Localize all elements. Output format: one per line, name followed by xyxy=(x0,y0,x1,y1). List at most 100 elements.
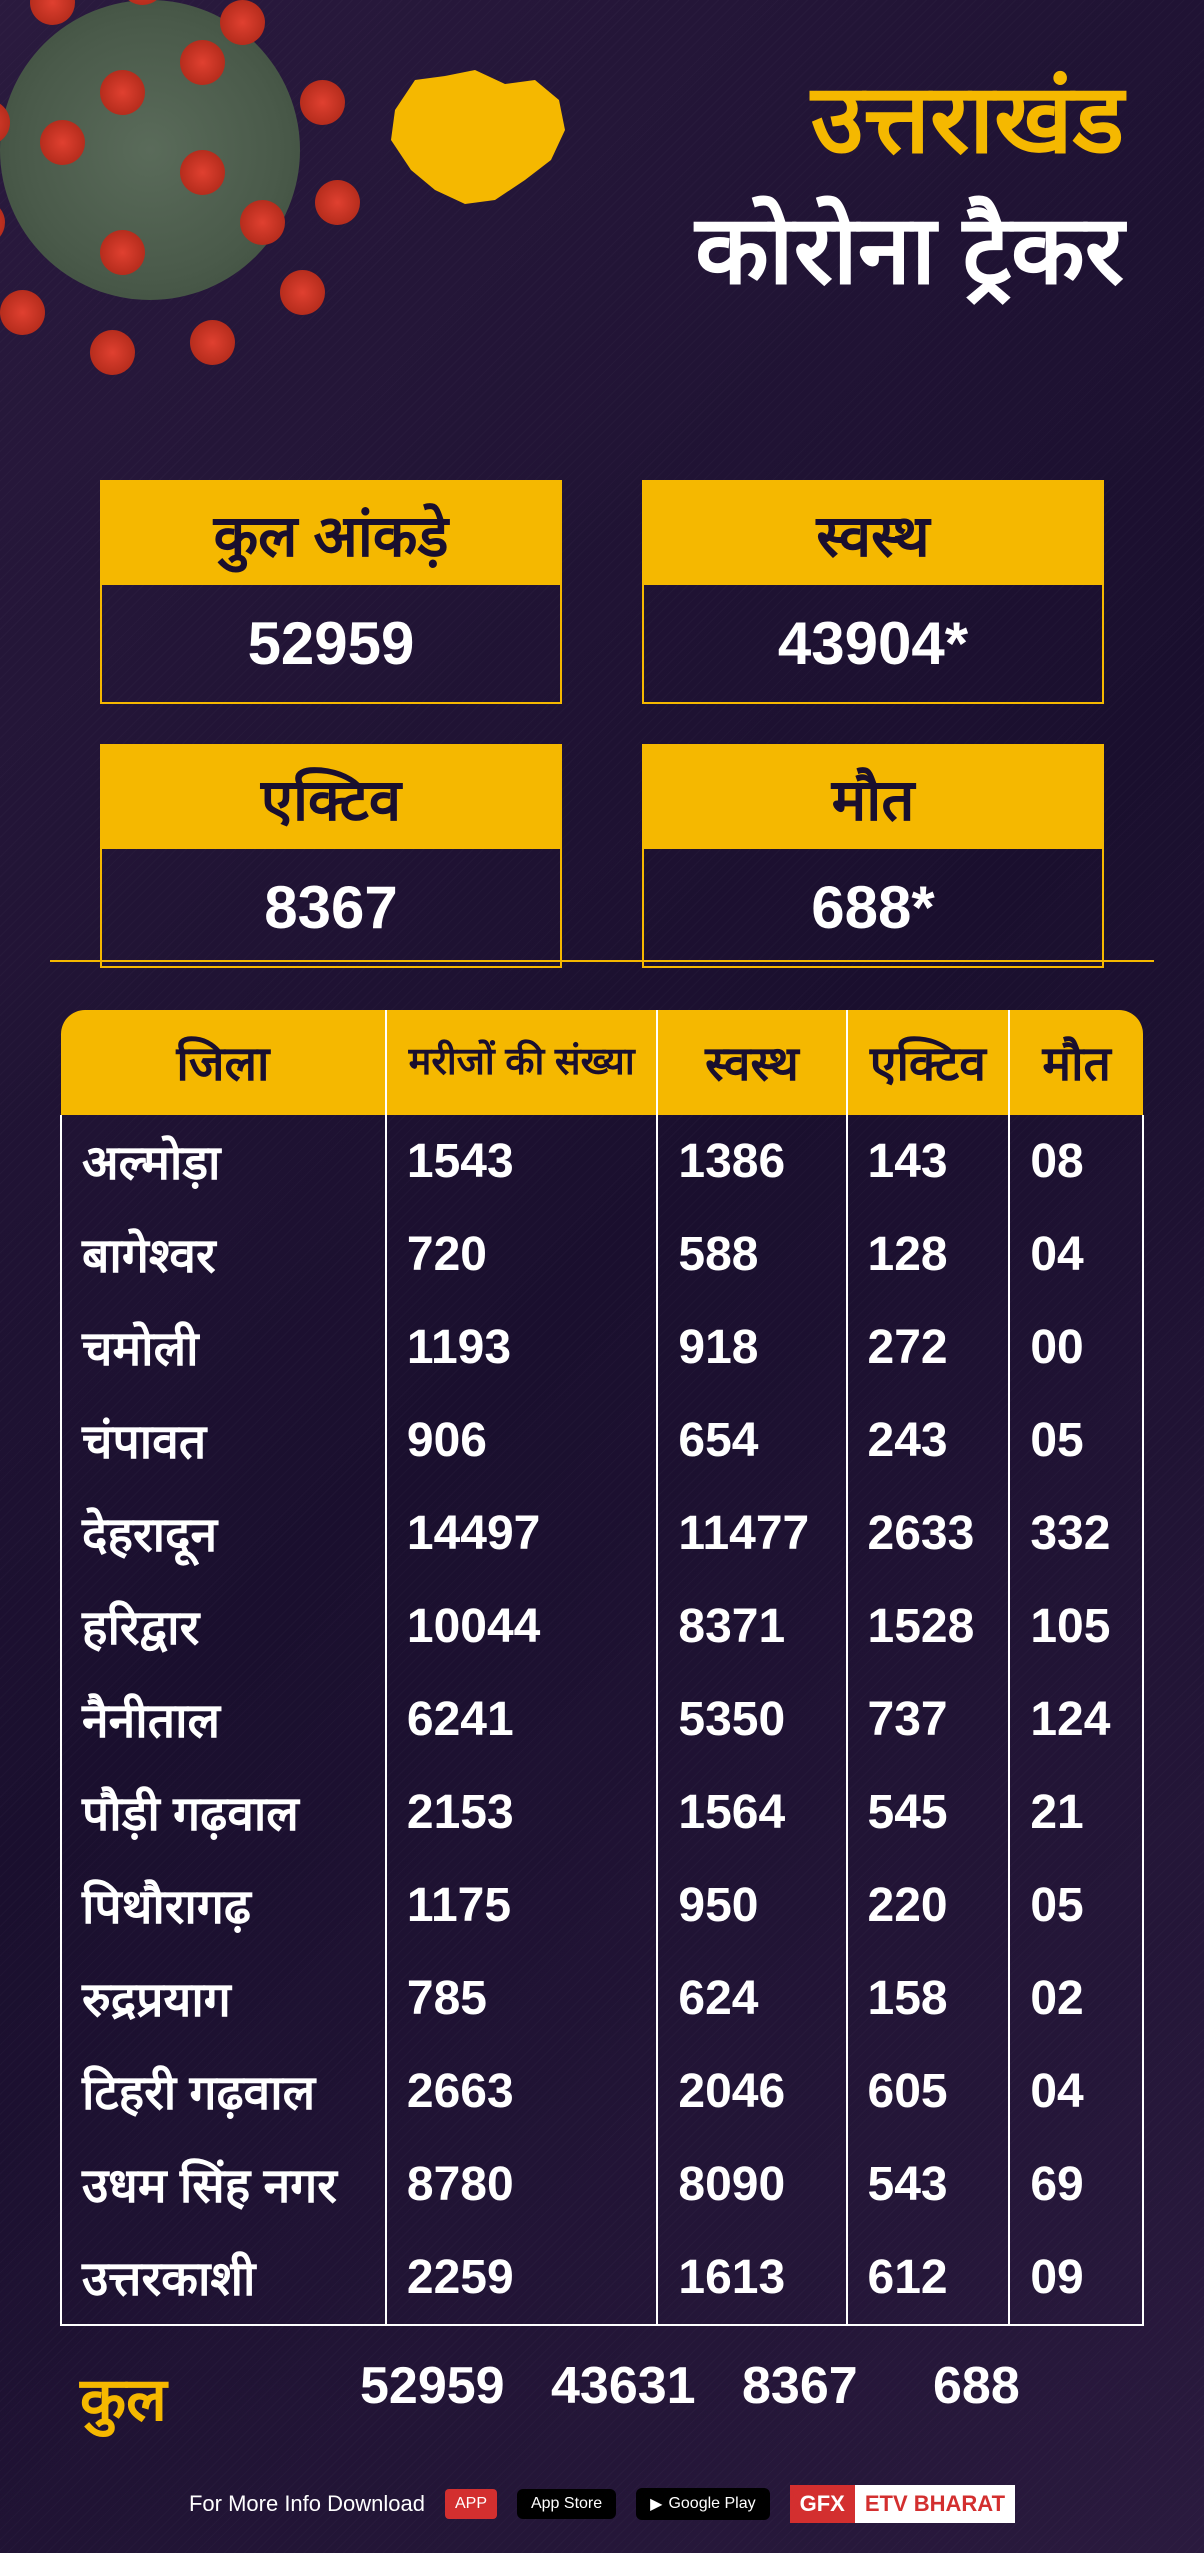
googleplay-badge[interactable]: ▶ Google Play xyxy=(636,2488,769,2520)
district-name: पौड़ी गढ़वाल xyxy=(61,1766,386,1859)
district-name: उत्तरकाशी xyxy=(61,2231,386,2325)
stat-label: कुल आंकड़े xyxy=(102,482,560,585)
district-name: हरिद्वार xyxy=(61,1580,386,1673)
district-name: चमोली xyxy=(61,1301,386,1394)
table-cell: 143 xyxy=(847,1115,1010,1208)
stat-box: एक्टिव8367 xyxy=(100,744,562,968)
totals-label: कुल xyxy=(80,2356,360,2438)
table-cell: 09 xyxy=(1009,2231,1143,2325)
table-row: रुद्रप्रयाग78562415802 xyxy=(61,1952,1143,2045)
district-name: उधम सिंह नगर xyxy=(61,2138,386,2231)
table-cell: 124 xyxy=(1009,1673,1143,1766)
app-badge[interactable]: APP xyxy=(445,2489,497,2519)
table-cell: 654 xyxy=(657,1394,846,1487)
district-name: अल्मोड़ा xyxy=(61,1115,386,1208)
district-name: बागेश्वर xyxy=(61,1208,386,1301)
table-cell: 5350 xyxy=(657,1673,846,1766)
table-cell: 6241 xyxy=(386,1673,658,1766)
virus-icon xyxy=(0,0,380,380)
table-cell: 543 xyxy=(847,2138,1010,2231)
table-cell: 1564 xyxy=(657,1766,846,1859)
table-row: देहरादून14497114772633332 xyxy=(61,1487,1143,1580)
divider xyxy=(50,960,1154,962)
district-name: पिथौरागढ़ xyxy=(61,1859,386,1952)
state-map-icon xyxy=(370,60,580,220)
table-row: हरिद्वार1004483711528105 xyxy=(61,1580,1143,1673)
brand-badge: GFX ETV BHARAT xyxy=(790,2485,1015,2523)
district-name: नैनीताल xyxy=(61,1673,386,1766)
table-row: चंपावत90665424305 xyxy=(61,1394,1143,1487)
district-table: जिलामरीजों की संख्यास्वस्थएक्टिवमौत अल्म… xyxy=(60,1010,1144,2326)
table-header: मरीजों की संख्या xyxy=(386,1010,658,1115)
table-cell: 8090 xyxy=(657,2138,846,2231)
district-name: टिहरी गढ़वाल xyxy=(61,2045,386,2138)
stat-box: मौत688* xyxy=(642,744,1104,968)
district-table-container: जिलामरीजों की संख्यास्वस्थएक्टिवमौत अल्म… xyxy=(60,1010,1144,2438)
district-name: रुद्रप्रयाग xyxy=(61,1952,386,2045)
table-cell: 624 xyxy=(657,1952,846,2045)
district-name: चंपावत xyxy=(61,1394,386,1487)
table-cell: 21 xyxy=(1009,1766,1143,1859)
appstore-badge[interactable]: App Store xyxy=(517,2489,616,2519)
stat-label: एक्टिव xyxy=(102,746,560,849)
table-cell: 69 xyxy=(1009,2138,1143,2231)
table-cell: 8371 xyxy=(657,1580,846,1673)
stat-value: 43904* xyxy=(644,585,1102,702)
title-line2: कोरोना ट्रैकर xyxy=(695,181,1124,312)
table-cell: 2259 xyxy=(386,2231,658,2325)
table-cell: 720 xyxy=(386,1208,658,1301)
table-cell: 8780 xyxy=(386,2138,658,2231)
table-cell: 272 xyxy=(847,1301,1010,1394)
totals-active: 8367 xyxy=(742,2356,933,2438)
table-row: टिहरी गढ़वाल2663204660504 xyxy=(61,2045,1143,2138)
table-cell: 243 xyxy=(847,1394,1010,1487)
table-cell: 2046 xyxy=(657,2045,846,2138)
table-cell: 1175 xyxy=(386,1859,658,1952)
table-header: स्वस्थ xyxy=(657,1010,846,1115)
table-cell: 545 xyxy=(847,1766,1010,1859)
table-cell: 2633 xyxy=(847,1487,1010,1580)
footer: For More Info Download APP App Store ▶ G… xyxy=(0,2485,1204,2523)
table-cell: 918 xyxy=(657,1301,846,1394)
table-cell: 10044 xyxy=(386,1580,658,1673)
table-row: बागेश्वर72058812804 xyxy=(61,1208,1143,1301)
totals-deaths: 688 xyxy=(933,2356,1124,2438)
totals-cases: 52959 xyxy=(360,2356,551,2438)
table-cell: 605 xyxy=(847,2045,1010,2138)
table-cell: 220 xyxy=(847,1859,1010,1952)
table-cell: 906 xyxy=(386,1394,658,1487)
table-cell: 14497 xyxy=(386,1487,658,1580)
table-cell: 1528 xyxy=(847,1580,1010,1673)
district-name: देहरादून xyxy=(61,1487,386,1580)
table-cell: 785 xyxy=(386,1952,658,2045)
table-row: अल्मोड़ा1543138614308 xyxy=(61,1115,1143,1208)
table-cell: 332 xyxy=(1009,1487,1143,1580)
table-cell: 08 xyxy=(1009,1115,1143,1208)
stat-value: 688* xyxy=(644,849,1102,966)
table-cell: 05 xyxy=(1009,1859,1143,1952)
table-cell: 04 xyxy=(1009,2045,1143,2138)
table-cell: 737 xyxy=(847,1673,1010,1766)
table-cell: 05 xyxy=(1009,1394,1143,1487)
table-cell: 04 xyxy=(1009,1208,1143,1301)
table-row: नैनीताल62415350737124 xyxy=(61,1673,1143,1766)
table-row: उत्तरकाशी2259161361209 xyxy=(61,2231,1143,2325)
table-cell: 1193 xyxy=(386,1301,658,1394)
table-header: मौत xyxy=(1009,1010,1143,1115)
summary-stats: कुल आंकड़े52959स्वस्थ43904*एक्टिव8367मौत… xyxy=(100,480,1104,968)
table-header: एक्टिव xyxy=(847,1010,1010,1115)
table-cell: 588 xyxy=(657,1208,846,1301)
table-cell: 612 xyxy=(847,2231,1010,2325)
footer-download-text: For More Info Download xyxy=(189,2491,425,2517)
page-title: उत्तराखंड कोरोना ट्रैकर xyxy=(695,50,1124,312)
table-cell: 158 xyxy=(847,1952,1010,2045)
totals-recovered: 43631 xyxy=(551,2356,742,2438)
totals-row: कुल 52959 43631 8367 688 xyxy=(60,2356,1144,2438)
table-cell: 1613 xyxy=(657,2231,846,2325)
table-cell: 00 xyxy=(1009,1301,1143,1394)
table-cell: 11477 xyxy=(657,1487,846,1580)
table-cell: 2153 xyxy=(386,1766,658,1859)
title-line1: उत्तराखंड xyxy=(695,50,1124,181)
stat-value: 8367 xyxy=(102,849,560,966)
table-row: चमोली119391827200 xyxy=(61,1301,1143,1394)
